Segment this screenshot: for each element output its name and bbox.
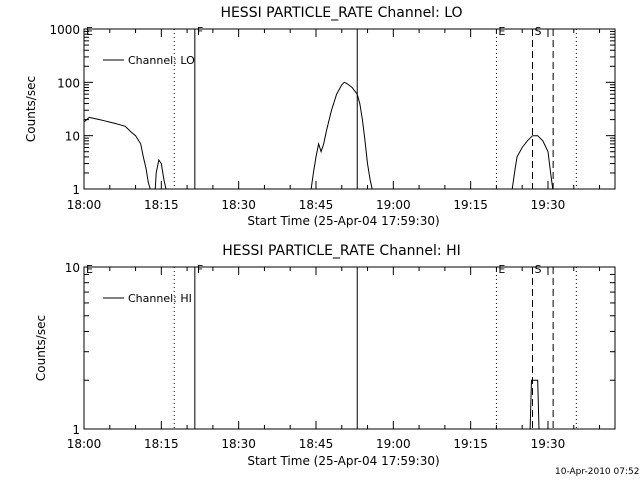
y-tick-label: 1: [72, 183, 80, 197]
y-tick-label: 100: [57, 76, 80, 90]
legend-label: Channel: LO: [128, 54, 195, 67]
event-marker-label: F: [197, 25, 203, 38]
event-marker-label: E: [86, 25, 93, 38]
x-tick-label: 19:15: [453, 437, 488, 451]
series-line: [84, 116, 151, 189]
series-line: [154, 158, 167, 189]
x-tick-label: 19:30: [531, 437, 566, 451]
event-marker-label: S: [535, 25, 542, 38]
event-marker-label: F: [197, 263, 203, 276]
event-marker-label: E: [498, 263, 505, 276]
x-tick-label: 18:30: [221, 437, 256, 451]
x-tick-label: 19:15: [453, 198, 488, 212]
x-axis-label: Start Time (25-Apr-04 17:59:30): [247, 454, 439, 468]
series-line: [511, 135, 554, 189]
x-tick-label: 19:00: [376, 198, 411, 212]
series-line: [310, 81, 373, 189]
chart-title: HESSI PARTICLE_RATE Channel: LO: [220, 5, 462, 21]
y-axis-label: Counts/sec: [34, 315, 48, 381]
plot-frame: [83, 28, 616, 190]
x-tick-label: 18:15: [144, 198, 179, 212]
x-tick-label: 19:00: [376, 437, 411, 451]
chart-title: HESSI PARTICLE_RATE Channel: HI: [222, 243, 460, 259]
footer-date: 10-Apr-2010 07:52: [555, 467, 640, 477]
event-marker-label: E: [86, 263, 93, 276]
y-tick-label: 10: [65, 261, 80, 275]
y-axis-label: Counts/sec: [24, 76, 38, 142]
x-axis-label: Start Time (25-Apr-04 17:59:30): [247, 214, 439, 228]
y-tick-label: 1000: [49, 23, 80, 37]
plot-frame: [83, 266, 616, 430]
x-tick-label: 18:00: [67, 198, 102, 212]
x-tick-label: 18:15: [144, 437, 179, 451]
y-tick-label: 10: [65, 130, 80, 144]
y-tick-label: 1: [72, 423, 80, 437]
x-tick-label: 18:00: [67, 437, 102, 451]
x-tick-label: 18:45: [299, 437, 334, 451]
x-tick-label: 18:45: [299, 198, 334, 212]
event-marker-label: S: [535, 263, 542, 276]
legend-label: Channel: HI: [128, 292, 192, 305]
x-tick-label: 18:30: [221, 198, 256, 212]
event-marker-label: E: [498, 25, 505, 38]
x-tick-label: 19:30: [531, 198, 566, 212]
series-line: [529, 379, 540, 429]
